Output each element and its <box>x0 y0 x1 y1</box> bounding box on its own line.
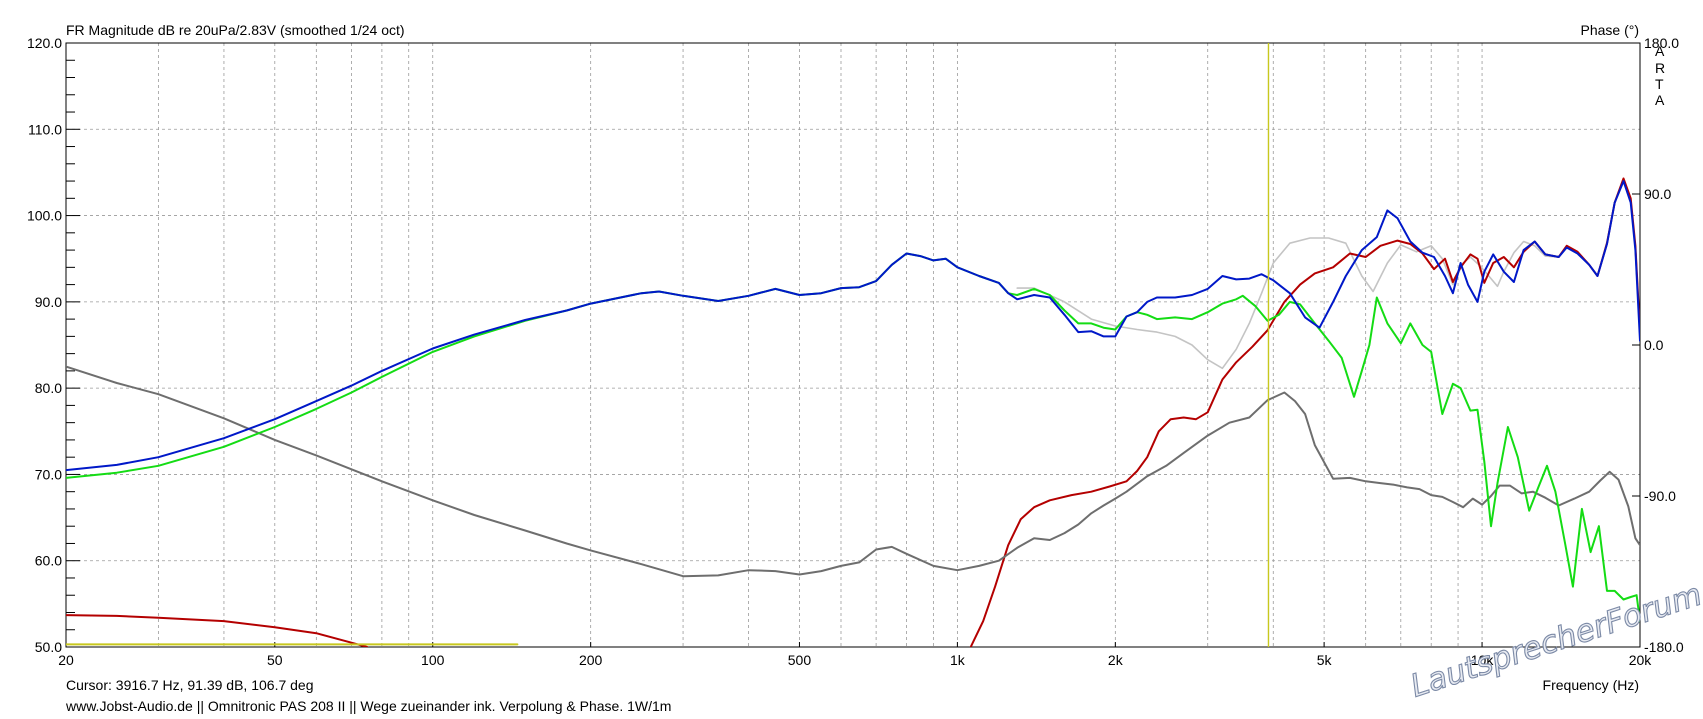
x-axis-label: Frequency (Hz) <box>1543 677 1639 693</box>
footer-text: www.Jobst-Audio.de || Omnitronic PAS 208… <box>65 698 671 714</box>
y-tick-label: 50.0 <box>35 639 62 655</box>
grid <box>66 43 1640 647</box>
y-axis-ticks: 120.0 110.0 100.0 90.0 80.0 70.0 60.0 50.0 <box>27 35 80 655</box>
y-tick-label: 120.0 <box>27 35 62 51</box>
x-tick-label: 1k <box>950 652 966 668</box>
y2-tick-label: -180.0 <box>1644 639 1684 655</box>
chart-title: FR Magnitude dB re 20uPa/2.83V (smoothed… <box>66 22 405 38</box>
y-tick-label: 60.0 <box>35 553 62 569</box>
x-tick-label: 20 <box>58 652 74 668</box>
cursor-readout: Cursor: 3916.7 Hz, 91.39 dB, 106.7 deg <box>66 677 314 693</box>
y-tick-label: 110.0 <box>28 121 62 137</box>
series-line-red <box>66 614 369 647</box>
x-tick-label: 500 <box>788 652 812 668</box>
x-axis-ticks: 20 50 100 200 500 1k 2k 5k 10k 20k <box>58 642 1652 668</box>
series-layer <box>66 177 1640 647</box>
x-tick-label: 200 <box>579 652 603 668</box>
y-tick-label: 100.0 <box>27 208 62 224</box>
x-tick-label: 100 <box>421 652 445 668</box>
x-tick-label: 20k <box>1629 652 1653 668</box>
arta-letter-a2: A <box>1655 92 1665 108</box>
x-tick-label: 2k <box>1108 652 1124 668</box>
y2-tick-label: 90.0 <box>1644 186 1671 202</box>
y2-tick-label: 0.0 <box>1644 337 1664 353</box>
y-tick-label: 80.0 <box>35 380 62 396</box>
series-line-dark-gray <box>66 365 1640 578</box>
phase-axis-title: Phase (°) <box>1580 22 1639 38</box>
x-tick-label: 5k <box>1317 652 1333 668</box>
arta-letter-r: R <box>1655 60 1665 76</box>
x-tick-label: 50 <box>267 652 283 668</box>
phase-axis-ticks: 180.0 90.0 0.0 -90.0 -180.0 <box>1632 35 1684 655</box>
y-tick-label: 70.0 <box>35 466 62 482</box>
arta-letter-a1: A <box>1655 43 1665 59</box>
y-tick-label: 90.0 <box>35 294 62 310</box>
y2-tick-label: -90.0 <box>1644 488 1676 504</box>
series-line-blue <box>66 180 1640 472</box>
y2-tick-label: 180.0 <box>1644 35 1679 51</box>
x-tick-label: 10k <box>1471 652 1495 668</box>
arta-letter-t: T <box>1655 76 1664 92</box>
